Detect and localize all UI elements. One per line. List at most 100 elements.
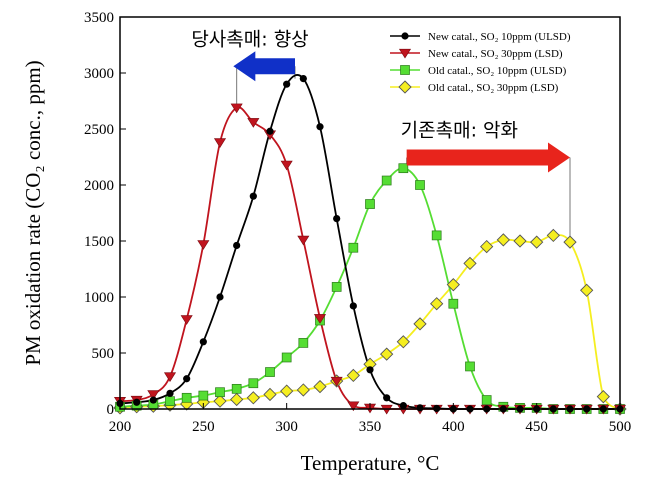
annotation-arrow — [406, 142, 570, 173]
data-point — [513, 234, 527, 248]
data-point — [481, 395, 492, 405]
data-point — [530, 235, 544, 249]
x-axis: 200 250 300 350 400 450 500 — [109, 403, 632, 435]
data-point — [280, 384, 294, 398]
y-tick-label: 500 — [92, 346, 115, 362]
data-point — [246, 391, 260, 405]
data-point — [163, 372, 177, 383]
data-point — [299, 75, 307, 83]
data-point — [281, 352, 292, 363]
data-point — [347, 401, 360, 412]
data-point — [197, 240, 210, 250]
data-point — [298, 338, 309, 348]
y-axis: 0 500 1000 1500 2000 2500 3000 3500 — [84, 10, 126, 418]
legend: New catal., SO₂ 10ppm (ULSD) New catal., … — [390, 31, 571, 94]
annotation-label: 기존촉매: 악화 — [401, 120, 518, 142]
data-point — [297, 235, 310, 246]
x-tick-label: 250 — [192, 419, 215, 435]
data-point — [296, 383, 310, 397]
legend-marker — [398, 80, 412, 94]
annotation-arrow — [233, 51, 295, 82]
data-point — [430, 297, 444, 311]
data-point — [396, 335, 410, 349]
data-point — [230, 392, 244, 407]
data-point — [199, 338, 207, 346]
legend-label: New catal., SO₂ 30ppm (LSD) — [428, 48, 563, 60]
data-point — [247, 118, 260, 128]
y-tick-label: 1000 — [84, 290, 114, 306]
data-point — [266, 127, 274, 135]
data-point — [546, 228, 560, 243]
data-point — [480, 239, 494, 254]
data-point — [399, 402, 407, 410]
data-point — [133, 398, 141, 406]
data-point — [180, 315, 193, 325]
data-point — [380, 347, 394, 361]
data-point — [313, 379, 327, 394]
series-line — [119, 234, 621, 410]
data-point — [213, 138, 227, 148]
legend-label: New catal., SO₂ 10ppm (ULSD) — [428, 31, 571, 43]
data-point — [213, 394, 227, 408]
y-tick-label: 2500 — [84, 122, 114, 138]
annotation-label: 당사촉매: 향상 — [191, 28, 308, 50]
legend-label: Old catal., SO₂ 10ppm (ULSD) — [428, 65, 567, 77]
data-point — [496, 233, 510, 247]
data-point — [330, 376, 343, 387]
legend-marker — [401, 32, 409, 40]
data-point — [147, 390, 160, 400]
y-tick-label: 3500 — [84, 10, 114, 26]
data-point — [596, 390, 610, 404]
y-tick-label: 2000 — [84, 178, 114, 194]
y-axis-title: PM oxidation rate (CO₂ conc., ppm) — [21, 60, 45, 365]
x-tick-label: 450 — [525, 419, 548, 435]
data-point — [263, 387, 277, 402]
data-point — [165, 396, 175, 407]
data-point — [413, 317, 427, 331]
data-point — [465, 361, 475, 372]
data-point — [283, 80, 291, 88]
data-point — [563, 235, 577, 249]
legend-marker — [400, 65, 410, 75]
x-tick-label: 300 — [275, 419, 298, 435]
data-point — [181, 392, 192, 403]
legend-label: Old catal., SO₂ 30ppm (LSD) — [428, 82, 559, 94]
data-point — [249, 192, 257, 200]
data-point — [349, 302, 357, 310]
data-point — [313, 314, 327, 324]
data-point — [346, 368, 360, 383]
data-point — [415, 180, 425, 190]
x-tick-label: 500 — [609, 419, 632, 435]
y-tick-label: 0 — [107, 402, 115, 418]
legend-marker — [398, 48, 412, 59]
x-tick-label: 350 — [359, 419, 382, 435]
data-point — [398, 163, 409, 174]
series-markers — [113, 75, 627, 416]
data-point — [316, 123, 324, 131]
data-point — [233, 241, 241, 250]
data-point — [580, 283, 594, 297]
data-point — [331, 282, 342, 292]
data-point — [183, 375, 191, 383]
data-point — [446, 278, 460, 292]
data-point — [381, 175, 392, 186]
data-point — [365, 199, 375, 209]
data-point — [230, 103, 243, 114]
data-point — [248, 378, 259, 389]
data-point — [366, 366, 374, 374]
x-axis-title: Temperature, °C — [301, 451, 440, 475]
data-point — [216, 293, 224, 301]
y-tick-label: 3000 — [84, 66, 114, 82]
data-point — [215, 387, 225, 398]
x-tick-label: 200 — [109, 419, 132, 435]
data-point — [431, 230, 442, 241]
data-point — [416, 404, 424, 412]
data-point — [333, 215, 341, 223]
data-point — [198, 390, 209, 401]
data-point — [348, 242, 359, 253]
data-point — [149, 396, 157, 404]
data-point — [383, 394, 391, 402]
data-point — [280, 160, 293, 171]
